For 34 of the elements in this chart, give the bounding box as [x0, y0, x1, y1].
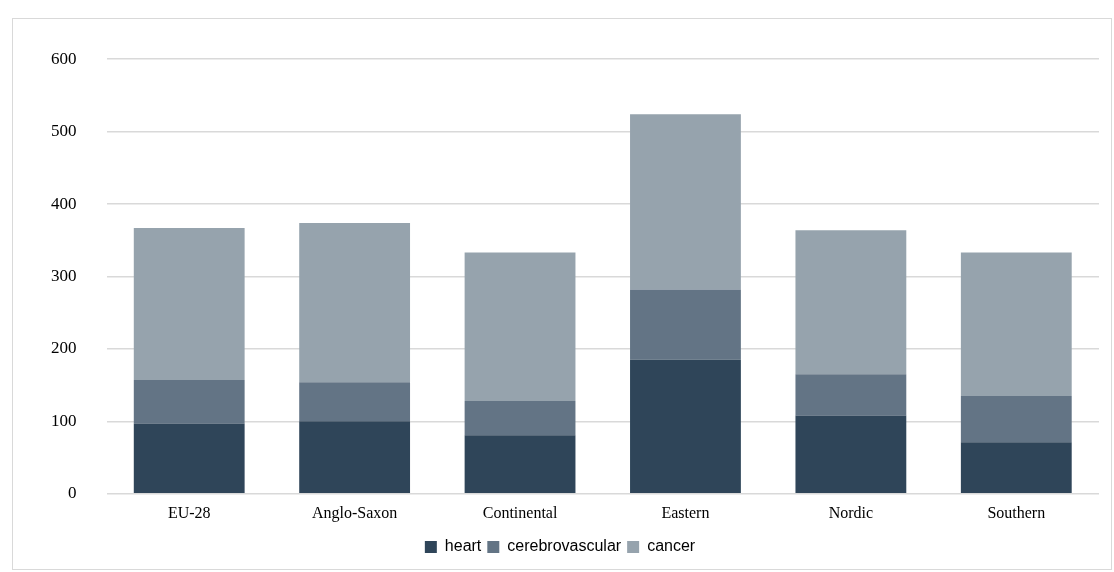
bar	[795, 374, 907, 416]
y-tick-label: 0	[68, 483, 77, 503]
bar	[630, 289, 741, 360]
bar	[133, 423, 245, 494]
x-tick-label: Eastern	[661, 503, 710, 521]
legend-label: cancer	[647, 537, 696, 555]
x-tick-label: EU-28	[167, 503, 211, 521]
bar	[299, 421, 411, 494]
bar	[960, 396, 1072, 443]
y-tick-label: 500	[51, 121, 77, 141]
bar	[133, 227, 245, 381]
bar	[630, 114, 741, 290]
x-tick-label: Anglo-Saxon	[311, 503, 398, 522]
bar	[795, 415, 907, 494]
bar	[630, 359, 741, 494]
bar	[464, 252, 576, 402]
bar	[464, 401, 576, 436]
x-tick-label: Continental	[482, 503, 558, 521]
bar	[464, 435, 576, 494]
bar	[795, 230, 907, 375]
x-tick-label: Southern	[987, 503, 1046, 521]
legend-label: heart	[444, 537, 482, 555]
bar	[299, 222, 411, 383]
x-tick-label: Nordic	[828, 503, 874, 521]
bar	[299, 382, 411, 422]
bar	[133, 380, 245, 424]
y-tick-label: 100	[51, 410, 77, 430]
y-tick-label: 200	[51, 338, 77, 358]
bar	[960, 442, 1072, 494]
y-tick-label: 600	[51, 48, 77, 68]
y-tick-label: 300	[51, 265, 77, 285]
bar	[960, 252, 1072, 397]
legend-label: cerebrovascular	[507, 537, 622, 555]
y-tick-label: 400	[51, 193, 77, 213]
